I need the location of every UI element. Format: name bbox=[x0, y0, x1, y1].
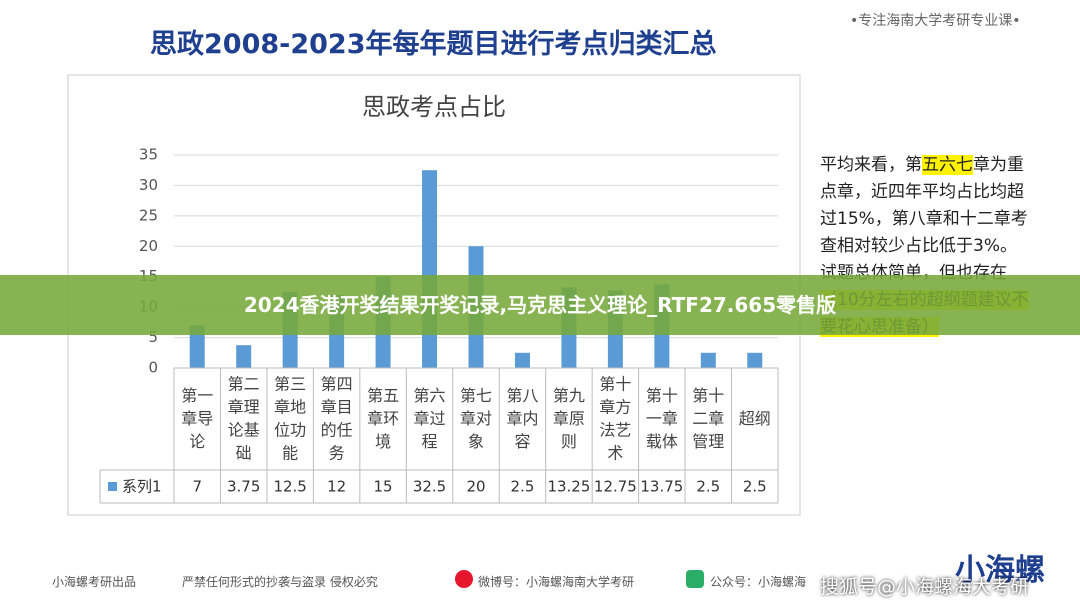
watermark: 搜狐号@小海螺海大考研 bbox=[820, 576, 1030, 598]
x-tick-label: 第四章目的任务 bbox=[321, 374, 353, 462]
x-tick-label: 第十二章管理 bbox=[692, 386, 724, 451]
x-tick-label: 第三章地位功能 bbox=[274, 374, 306, 462]
weibo: 微博号：小海螺海南大学考研 bbox=[478, 575, 635, 589]
tagline: •专注海南大学考研专业课• bbox=[850, 13, 1021, 29]
x-tick-label: 第一章导论 bbox=[181, 386, 213, 451]
producer: 小海螺考研出品 bbox=[52, 575, 137, 589]
y-tick-label: 5 bbox=[148, 328, 158, 346]
legend-label: 系列1 bbox=[122, 478, 162, 496]
x-tick-label: 超纲 bbox=[739, 409, 771, 428]
table-value: 2.5 bbox=[743, 478, 767, 496]
table-value: 7 bbox=[192, 478, 202, 496]
x-tick-label: 第六章过程 bbox=[414, 386, 446, 451]
table-value: 12 bbox=[327, 478, 346, 496]
wechat: 公众号：小海螺海 bbox=[710, 575, 807, 589]
x-tick-label: 第十一章载体 bbox=[646, 386, 678, 451]
x-tick-label: 第五章环境 bbox=[367, 386, 399, 451]
weibo-icon bbox=[455, 570, 473, 588]
banner: 2024香港开奖结果开奖记录,马克思主义理论_RTF27.665零售版 bbox=[0, 275, 1080, 335]
table-value: 12.75 bbox=[594, 478, 637, 496]
notice: 严禁任何形式的抄袭与盗录 侵权必究 bbox=[182, 575, 378, 589]
table-value: 13.25 bbox=[547, 478, 590, 496]
y-tick-label: 25 bbox=[139, 206, 158, 224]
table-value: 32.5 bbox=[413, 478, 446, 496]
wechat-icon bbox=[686, 570, 704, 588]
table-value: 2.5 bbox=[696, 478, 720, 496]
x-tick-label: 第九章原则 bbox=[553, 386, 585, 451]
bar bbox=[700, 352, 716, 368]
table-value: 15 bbox=[374, 478, 393, 496]
bar bbox=[236, 345, 252, 368]
table-value: 2.5 bbox=[511, 478, 535, 496]
x-tick-label: 第十章方法艺术 bbox=[599, 374, 631, 462]
bar bbox=[747, 352, 763, 368]
table-value: 13.75 bbox=[640, 478, 683, 496]
y-tick-label: 0 bbox=[148, 359, 158, 377]
summary-text: 五六七 bbox=[922, 155, 973, 175]
bar bbox=[514, 352, 530, 368]
x-tick-label: 第七章对象 bbox=[460, 386, 492, 451]
y-tick-label: 20 bbox=[139, 237, 158, 255]
summary-text: 平均来看，第 bbox=[820, 155, 922, 175]
y-tick-label: 30 bbox=[139, 176, 158, 194]
table-value: 12.5 bbox=[273, 478, 306, 496]
y-tick-label: 35 bbox=[139, 146, 158, 164]
x-tick-label: 第八章内容 bbox=[506, 386, 538, 451]
legend-swatch bbox=[108, 482, 117, 491]
table-value: 20 bbox=[466, 478, 485, 496]
slide-title: 思政2008-2023年每年题目进行考点归类汇总 bbox=[150, 29, 717, 60]
bar bbox=[189, 325, 205, 368]
table-value: 3.75 bbox=[227, 478, 260, 496]
logo: 小海螺 bbox=[955, 553, 1045, 588]
chart-title: 思政考点占比 bbox=[362, 93, 506, 121]
x-tick-label: 第二章理论基础 bbox=[228, 374, 260, 462]
bar bbox=[422, 170, 438, 368]
